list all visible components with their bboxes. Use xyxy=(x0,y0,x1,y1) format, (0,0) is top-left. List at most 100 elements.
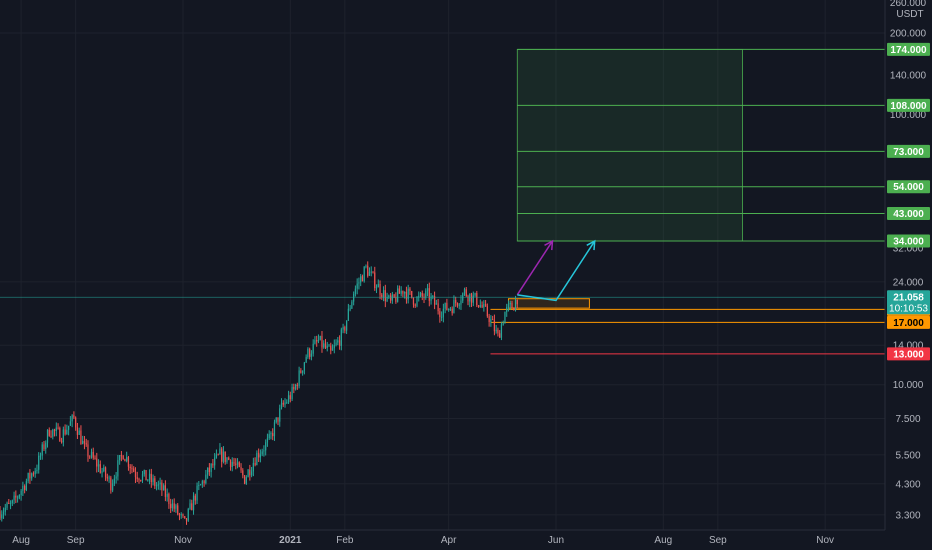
candle-body xyxy=(208,467,210,472)
candle-body xyxy=(266,438,269,443)
price-level-badge xyxy=(887,144,930,158)
candle-body xyxy=(374,272,376,289)
projection-arrows[interactable] xyxy=(0,239,885,302)
candle-body xyxy=(340,329,342,346)
candle-body xyxy=(228,457,230,460)
candle-body xyxy=(87,444,89,457)
candle-body xyxy=(497,329,499,334)
time-axis[interactable] xyxy=(0,530,885,550)
candle-body xyxy=(349,308,351,310)
candle-body xyxy=(152,478,154,483)
candle-body xyxy=(291,387,293,400)
candle-body xyxy=(117,460,119,477)
candle-body xyxy=(384,290,386,302)
candle-body xyxy=(138,478,140,481)
candle-body xyxy=(34,470,36,475)
candle-body xyxy=(111,483,114,491)
candle-body xyxy=(351,301,353,309)
candle-body xyxy=(465,289,467,297)
projection-path xyxy=(516,240,554,296)
price-level-badge-text: 34.000 xyxy=(893,237,924,248)
price-level-badge xyxy=(887,206,930,220)
candle-body xyxy=(242,470,244,476)
candle-body xyxy=(416,297,418,306)
candle-body xyxy=(182,514,184,517)
candle-body xyxy=(201,481,203,485)
candle-body xyxy=(335,342,337,346)
candle-body xyxy=(395,297,397,302)
candle-body xyxy=(27,472,29,482)
candle-body xyxy=(147,479,149,481)
candle-body xyxy=(321,335,323,348)
quote-currency-label: USDT xyxy=(896,9,923,20)
price-level-badge xyxy=(887,347,930,361)
candle-body xyxy=(173,503,175,509)
candle-body xyxy=(73,415,75,418)
price-tick-label: 32.000 xyxy=(893,244,924,255)
candle-body xyxy=(115,476,117,479)
candle-body xyxy=(126,457,128,462)
candle-body xyxy=(382,290,385,298)
candle-body xyxy=(150,473,152,483)
time-tick-label: Jun xyxy=(548,535,564,546)
candle-body xyxy=(488,316,490,322)
candle-body xyxy=(326,345,328,348)
drawings[interactable] xyxy=(490,48,885,355)
price-tick-label: 260.000 xyxy=(890,0,927,9)
candle-body xyxy=(143,470,145,475)
candle-body xyxy=(446,302,448,311)
candle-body xyxy=(388,295,390,297)
candle-body xyxy=(372,271,374,273)
price-tick-label: 14.000 xyxy=(893,341,924,352)
candle-body xyxy=(305,357,307,363)
price-level-badge xyxy=(887,98,930,112)
candle-body xyxy=(265,442,267,451)
price-axis-labels: 3.300 4.300 5.500 7.500 10.000 14.000 24.000 20… xyxy=(890,0,927,521)
candle-body xyxy=(39,455,42,457)
candle-body xyxy=(344,327,346,331)
price-level-badge-text: 73.000 xyxy=(893,147,924,158)
grid xyxy=(0,0,885,530)
candle-body xyxy=(412,297,415,305)
candle-body xyxy=(198,485,200,487)
candle-body xyxy=(499,333,501,338)
candle-body xyxy=(330,345,332,351)
candle-body xyxy=(231,461,233,467)
candle-body xyxy=(192,495,195,511)
candle-body xyxy=(249,469,251,476)
candle-body xyxy=(36,469,38,471)
candle-body xyxy=(238,462,240,467)
last-price-badge-text: 10:10:53 xyxy=(889,303,928,314)
candle-body xyxy=(375,287,378,289)
candle-body xyxy=(136,477,138,479)
candle-body xyxy=(236,462,239,465)
candle-body xyxy=(134,471,137,478)
candle-body xyxy=(240,466,242,471)
candle-body xyxy=(212,463,214,466)
candle-body xyxy=(85,443,87,445)
price-axis[interactable] xyxy=(885,0,932,530)
candle-body xyxy=(189,503,191,509)
candle-body xyxy=(502,323,504,325)
arrow-head xyxy=(544,239,554,251)
candle-body xyxy=(104,467,107,477)
price-tick-label: 10.000 xyxy=(893,380,924,391)
candle-body xyxy=(314,340,316,344)
candle-body xyxy=(405,291,408,300)
candle-body xyxy=(455,300,457,304)
candle-body xyxy=(303,362,305,371)
candle-body xyxy=(479,305,481,307)
candle-body xyxy=(358,282,360,284)
candle-body xyxy=(400,290,402,294)
candle-body xyxy=(277,417,279,422)
candle-body xyxy=(393,294,395,298)
candle-body xyxy=(101,471,103,473)
candle-body xyxy=(296,384,298,387)
candle-body xyxy=(83,440,86,444)
candle-body xyxy=(80,430,82,445)
candle-body xyxy=(484,304,487,307)
candle-body xyxy=(506,307,508,313)
candle-body xyxy=(513,307,515,311)
time-tick-label: Aug xyxy=(654,535,672,546)
